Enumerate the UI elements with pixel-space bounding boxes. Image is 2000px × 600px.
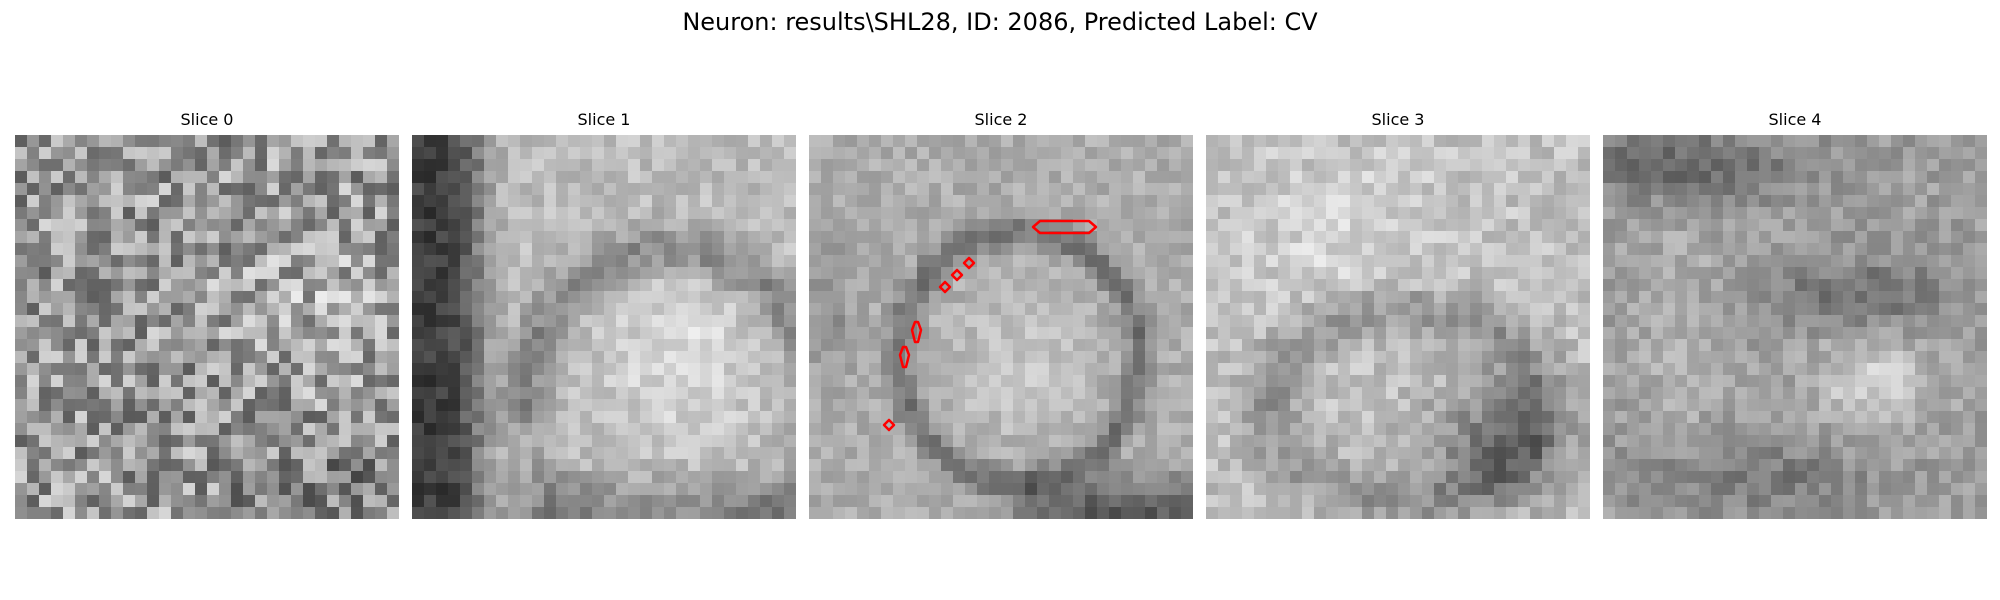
slice-image xyxy=(1206,135,1590,519)
contour-outline xyxy=(962,256,976,270)
contour-outline xyxy=(950,268,964,282)
slice-title: Slice 3 xyxy=(1371,110,1425,129)
slice-title: Slice 0 xyxy=(180,110,234,129)
figure-title: Neuron: results\SHL28, ID: 2086, Predict… xyxy=(682,8,1318,36)
contour-outline xyxy=(882,418,896,432)
slice-panel-0: Slice 0 xyxy=(15,108,399,520)
slice-panel-3: Slice 3 xyxy=(1206,108,1590,520)
contour-overlay xyxy=(882,219,1098,432)
contour-outline xyxy=(910,320,923,344)
slice-panel-2: Slice 2 xyxy=(809,108,1193,520)
slice-image xyxy=(1603,135,1987,519)
slice-panel-1: Slice 1 xyxy=(412,108,796,520)
contour-outline xyxy=(938,280,952,294)
slice-panel-4: Slice 4 xyxy=(1603,108,1987,520)
slice-title: Slice 4 xyxy=(1768,110,1822,129)
slice-title: Slice 1 xyxy=(577,110,631,129)
contour-outline xyxy=(1031,219,1098,235)
contour-outline xyxy=(898,345,911,369)
slice-title: Slice 2 xyxy=(974,110,1028,129)
slice-image xyxy=(809,135,1193,519)
slice-image xyxy=(15,135,399,519)
slice-image xyxy=(412,135,796,519)
